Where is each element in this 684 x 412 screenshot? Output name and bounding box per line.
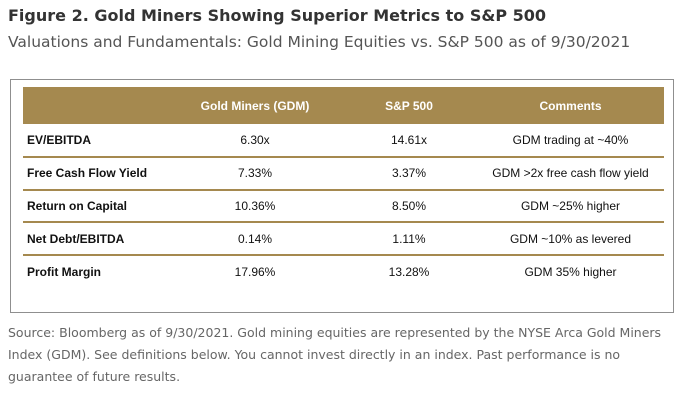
- metrics-table: Gold Miners (GDM) S&P 500 Comments EV/EB…: [23, 87, 664, 288]
- table-row: Return on Capital 10.36% 8.50% GDM ~25% …: [23, 189, 664, 224]
- table-row: Net Debt/EBITDA 0.14% 1.11% GDM ~10% as …: [23, 222, 664, 257]
- row-comment: GDM ~10% as levered: [477, 222, 664, 257]
- table-frame: Gold Miners (GDM) S&P 500 Comments EV/EB…: [10, 79, 674, 313]
- figure-title: Figure 2. Gold Miners Showing Superior M…: [8, 6, 547, 25]
- row-gdm-value: 6.30x: [169, 124, 341, 158]
- row-comment: GDM 35% higher: [524, 265, 617, 280]
- row-metric: Net Debt/EBITDA: [23, 222, 169, 257]
- row-sp500-value: 13.28%: [388, 265, 430, 280]
- row-metric: Free Cash Flow Yield: [23, 156, 169, 191]
- row-sp500-value: 1.11%: [341, 222, 477, 257]
- row-metric: Return on Capital: [23, 189, 169, 224]
- source-note: Source: Bloomberg as of 9/30/2021. Gold …: [8, 325, 662, 384]
- header-sp500: S&P 500: [341, 87, 477, 124]
- row-sp500-value: 8.50%: [341, 189, 477, 224]
- row-metric: Profit Margin: [27, 265, 101, 280]
- figure-subtitle: Valuations and Fundamentals: Gold Mining…: [8, 33, 631, 51]
- table-header-row: Gold Miners (GDM) S&P 500 Comments: [23, 87, 664, 124]
- row-gdm-value: 17.96%: [234, 265, 276, 280]
- row-sp500-value: 14.61x: [341, 124, 477, 158]
- row-gdm-value: 7.33%: [169, 156, 341, 191]
- header-comments: Comments: [477, 87, 664, 124]
- row-gdm-value: 0.14%: [169, 222, 341, 257]
- table-row: Profit Margin 17.96% 13.28% GDM 35% high…: [23, 255, 664, 288]
- header-gold-miners: Gold Miners (GDM): [169, 87, 341, 124]
- row-comment: GDM >2x free cash flow yield: [477, 156, 664, 191]
- row-comment: GDM ~25% higher: [477, 189, 664, 224]
- row-sp500-value: 3.37%: [341, 156, 477, 191]
- row-gdm-value: 10.36%: [169, 189, 341, 224]
- table-row: EV/EBITDA 6.30x 14.61x GDM trading at ~4…: [23, 124, 664, 158]
- header-metric: [23, 87, 169, 124]
- row-metric: EV/EBITDA: [23, 124, 169, 158]
- table-row: Free Cash Flow Yield 7.33% 3.37% GDM >2x…: [23, 156, 664, 191]
- row-comment: GDM trading at ~40%: [477, 124, 664, 158]
